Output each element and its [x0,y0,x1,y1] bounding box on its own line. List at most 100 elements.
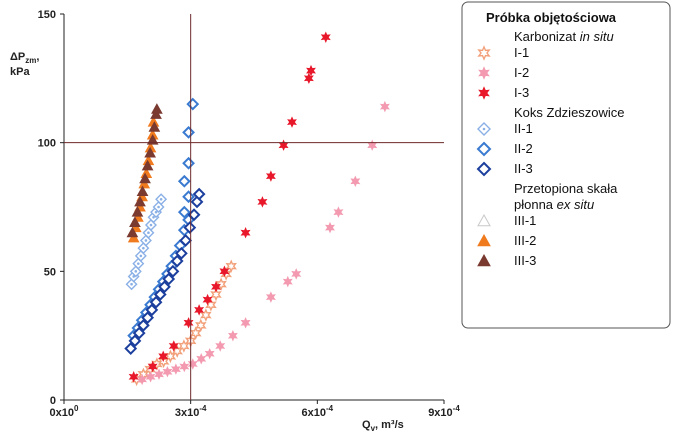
legend-marker [477,45,491,61]
marker-shape [477,213,491,227]
data-point [155,193,168,206]
x-tick-base: 0x10 [50,407,74,419]
marker-shape [196,353,207,365]
data-point [187,358,198,370]
legend-marker [478,66,490,80]
y-axis-label-main: ΔP [10,51,25,63]
marker-shape [137,373,148,386]
x-tick-exponent: -4 [199,404,207,413]
marker-shape [168,340,179,352]
marker-dot [144,239,148,242]
marker-dot [152,215,155,219]
data-point [141,311,155,325]
marker-shape [162,365,173,378]
data-point [150,108,162,119]
x-tick-label: 3x10-4 [175,404,207,419]
legend-entry-part: in situ [580,29,614,44]
marker-shape [202,293,213,306]
marker-dot [482,127,486,131]
marker-shape [278,139,289,151]
marker-shape [148,121,161,132]
data-point [219,265,230,278]
marker-shape [144,146,156,158]
data-point [282,275,293,288]
marker-shape [194,318,207,333]
data-point [287,116,297,128]
data-point [204,347,215,360]
marker-shape [170,254,184,268]
marker-shape [141,311,155,325]
data-point [179,234,193,247]
y-tick-label: 100 [38,138,56,150]
data-point [124,342,138,355]
data-point [278,139,289,151]
data-point [125,278,138,291]
legend-entry-text: I-3 [514,85,529,100]
legend-entry-part: Koks Zdzieszowice [514,105,625,120]
data-point [162,272,176,286]
data-point [194,318,207,333]
marker-shape [154,368,164,381]
marker-shape [134,195,146,207]
series-III-3 [126,103,163,238]
data-point [265,291,276,303]
legend-entry-text: płonna ex situ [514,197,594,212]
data-point [162,365,173,378]
marker-shape [153,288,167,301]
marker-shape [127,231,140,243]
data-point [168,340,179,352]
data-point [137,242,150,255]
marker-shape [194,304,205,316]
data-point [215,277,227,291]
data-point [126,226,139,238]
marker-shape [166,264,180,278]
marker-dot [139,254,143,258]
marker-shape [136,318,150,332]
legend-entry-text: II-3 [514,161,533,176]
marker-shape [126,226,139,238]
data-point [152,201,165,213]
data-point [132,257,145,270]
data-point [183,221,197,235]
series-I-3 [128,31,331,383]
data-point [158,280,171,294]
marker-shape [182,125,195,139]
x-tick-label: 0x100 [50,404,79,419]
marker-shape [265,291,276,303]
marker-shape [186,97,200,111]
series-I-2 [137,100,390,386]
data-point [325,221,335,234]
data-point [182,190,195,204]
marker-shape [478,86,490,100]
marker-shape [478,66,490,80]
marker-shape [151,103,163,114]
x-tick-exponent: -4 [326,404,334,413]
marker-shape [182,190,195,204]
data-point [153,288,167,301]
legend-entry-text: III-1 [514,213,536,228]
data-point [151,103,163,114]
marker-shape [215,277,227,291]
marker-shape [145,371,156,383]
x-axis-label-unit: m³/s [381,419,404,431]
legend-entry-part: I-3 [514,85,529,100]
data-point [379,100,390,113]
marker-shape [282,275,293,288]
legend-marker [476,161,492,177]
marker-shape [227,329,238,342]
data-point [225,259,237,273]
data-point [128,334,142,348]
marker-shape [183,221,197,235]
data-point [186,97,200,111]
marker-shape [287,116,297,128]
legend-box [461,1,671,329]
marker-dot [147,231,150,235]
data-point [134,195,146,207]
marker-shape [138,177,151,189]
marker-shape [146,134,159,145]
marker-shape [170,363,181,375]
data-point [136,185,149,197]
marker-shape [211,281,221,293]
